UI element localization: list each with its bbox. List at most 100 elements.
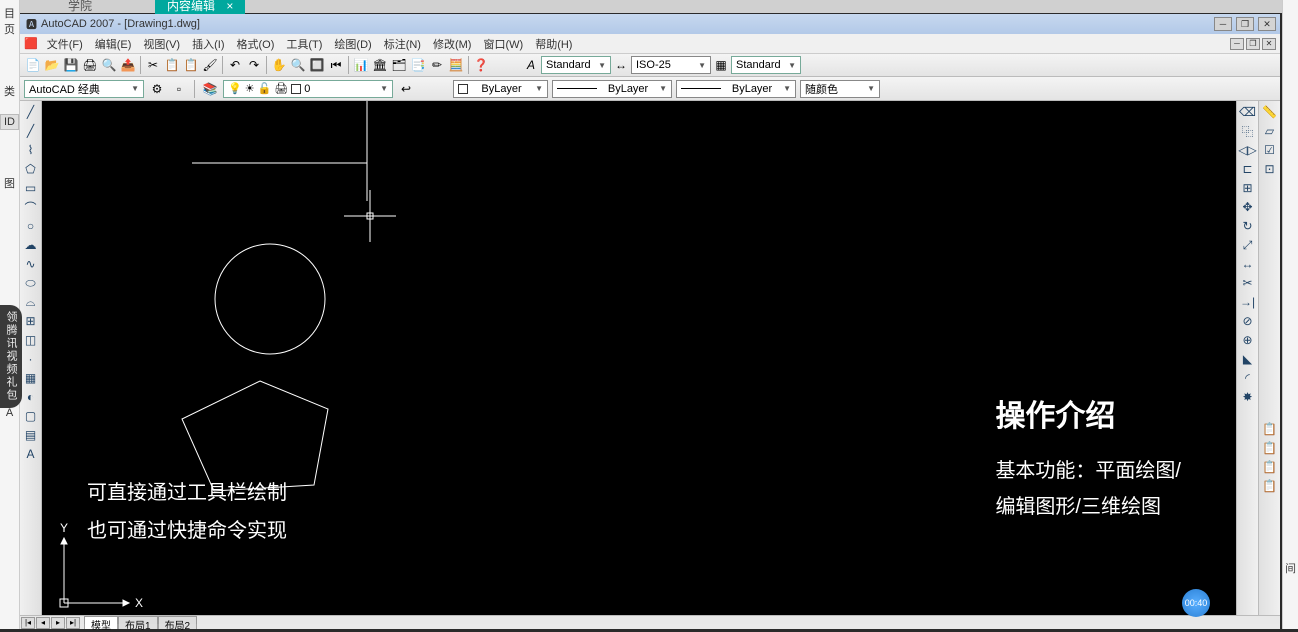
area-icon[interactable]: ▱: [1261, 122, 1279, 140]
fillet-icon[interactable]: ◜: [1239, 369, 1257, 387]
toolbar-btn-icon[interactable]: ▫: [170, 80, 188, 98]
menu-draw[interactable]: 绘图(D): [329, 35, 376, 53]
preview-icon[interactable]: 🔍: [100, 56, 118, 74]
drawing-canvas[interactable]: X Y 可直接通过工具栏绘制 也可通过快捷命令实现 操作介绍 基本功能：平面绘图…: [42, 101, 1236, 615]
copy-icon[interactable]: 📋: [163, 56, 181, 74]
zoom-win-icon[interactable]: 🔲: [308, 56, 326, 74]
redo-icon[interactable]: ↷: [245, 56, 263, 74]
polygon-icon[interactable]: ⬠: [22, 160, 40, 178]
window-close-button[interactable]: ✕: [1258, 17, 1276, 31]
menu-format[interactable]: 格式(O): [231, 35, 279, 53]
tencent-promo-badge[interactable]: 领腾讯视频礼包: [0, 305, 22, 408]
paste-clip-icon[interactable]: 📋: [1261, 458, 1279, 476]
arc-icon[interactable]: ⌒: [22, 198, 40, 216]
textstyle-combo[interactable]: Standard ▼: [541, 56, 611, 74]
insert-block-icon[interactable]: ⊞: [22, 312, 40, 330]
polyline-icon[interactable]: ⌇: [22, 141, 40, 159]
window-restore-button[interactable]: ❐: [1236, 17, 1254, 31]
doc-minimize-button[interactable]: ─: [1230, 38, 1244, 50]
rectangle-icon[interactable]: ▭: [22, 179, 40, 197]
menu-insert[interactable]: 插入(I): [187, 35, 229, 53]
xline-icon[interactable]: ╱: [22, 122, 40, 140]
zoom-prev-icon[interactable]: ⏮: [327, 56, 345, 74]
revcloud-icon[interactable]: ☁: [22, 236, 40, 254]
gradient-icon[interactable]: ◐: [22, 388, 40, 406]
workspace-combo[interactable]: AutoCAD 经典 ▼: [24, 80, 144, 98]
menu-modify[interactable]: 修改(M): [428, 35, 477, 53]
trim-icon[interactable]: ✂: [1239, 274, 1257, 292]
matchprop-icon[interactable]: 🖌: [201, 56, 219, 74]
outer-left-item[interactable]: ID: [0, 114, 19, 130]
move-icon[interactable]: ✥: [1239, 198, 1257, 216]
markup-icon[interactable]: ✏: [428, 56, 446, 74]
doc-restore-button[interactable]: ❐: [1246, 38, 1260, 50]
sheetset-icon[interactable]: 📑: [409, 56, 427, 74]
extend-icon[interactable]: →|: [1239, 293, 1257, 311]
circle-icon[interactable]: ○: [22, 217, 40, 235]
menu-help[interactable]: 帮助(H): [530, 35, 577, 53]
chamfer-icon[interactable]: ◣: [1239, 350, 1257, 368]
new-icon[interactable]: 📄: [24, 56, 42, 74]
menu-window[interactable]: 窗口(W): [478, 35, 528, 53]
open-icon[interactable]: 📂: [43, 56, 61, 74]
dimstyle-icon[interactable]: ↔: [612, 56, 630, 74]
hatch-icon[interactable]: ▦: [22, 369, 40, 387]
outer-left-item[interactable]: 类: [0, 82, 19, 100]
point-icon[interactable]: ·: [22, 350, 40, 368]
outer-left-item[interactable]: A: [0, 406, 19, 420]
textstyle-icon[interactable]: A: [522, 56, 540, 74]
region-icon[interactable]: ▢: [22, 407, 40, 425]
linetype-combo[interactable]: ByLayer ▼: [552, 80, 672, 98]
properties-icon[interactable]: 📊: [352, 56, 370, 74]
print-icon[interactable]: 🖨: [81, 56, 99, 74]
explode-icon[interactable]: ✸: [1239, 388, 1257, 406]
copy-clip-icon[interactable]: 📋: [1261, 420, 1279, 438]
plotstyle-combo[interactable]: 随颜色 ▼: [800, 80, 880, 98]
tablestyle-combo[interactable]: Standard ▼: [731, 56, 801, 74]
menu-file[interactable]: 文件(F): [42, 35, 88, 53]
copy-obj-icon[interactable]: ⿻: [1239, 122, 1257, 140]
menu-view[interactable]: 视图(V): [138, 35, 185, 53]
publish-icon[interactable]: 📤: [119, 56, 137, 74]
toolpalettes-icon[interactable]: 🗂: [390, 56, 408, 74]
copy-base-icon[interactable]: 📋: [1261, 439, 1279, 457]
ellipse-arc-icon[interactable]: ⌓: [22, 293, 40, 311]
calc-icon[interactable]: 🧮: [447, 56, 465, 74]
ellipse-icon[interactable]: ⬭: [22, 274, 40, 292]
color-combo[interactable]: ByLayer ▼: [453, 80, 548, 98]
window-minimize-button[interactable]: ─: [1214, 17, 1232, 31]
qselect-icon[interactable]: ☑: [1261, 141, 1279, 159]
array-icon[interactable]: ⊞: [1239, 179, 1257, 197]
layer-prev-icon[interactable]: ↩: [397, 80, 415, 98]
save-icon[interactable]: 💾: [62, 56, 80, 74]
lineweight-combo[interactable]: ByLayer ▼: [676, 80, 796, 98]
stretch-icon[interactable]: ↔: [1239, 255, 1257, 273]
erase-icon[interactable]: ⌫: [1239, 103, 1257, 121]
table-icon[interactable]: ▤: [22, 426, 40, 444]
join-icon[interactable]: ⊕: [1239, 331, 1257, 349]
tablestyle-icon[interactable]: ▦: [712, 56, 730, 74]
doc-close-button[interactable]: ✕: [1262, 38, 1276, 50]
browser-tab-close-icon[interactable]: ×: [226, 0, 233, 13]
help-icon[interactable]: ❓: [472, 56, 490, 74]
spline-icon[interactable]: ∿: [22, 255, 40, 273]
menu-edit[interactable]: 编辑(E): [90, 35, 137, 53]
break-icon[interactable]: ⊘: [1239, 312, 1257, 330]
outer-left-item[interactable]: 图: [0, 174, 19, 192]
menu-dimension[interactable]: 标注(N): [379, 35, 426, 53]
mirror-icon[interactable]: ◁▷: [1239, 141, 1257, 159]
dimstyle-combo[interactable]: ISO-25 ▼: [631, 56, 711, 74]
scale-icon[interactable]: ⤢: [1239, 236, 1257, 254]
player-time-badge[interactable]: 00:40: [1182, 589, 1210, 617]
dist-icon[interactable]: 📏: [1261, 103, 1279, 121]
player-progress-bar[interactable]: [20, 624, 1280, 629]
cut-icon[interactable]: ✂: [144, 56, 162, 74]
paste-block-icon[interactable]: 📋: [1261, 477, 1279, 495]
workspace-settings-icon[interactable]: ⚙: [148, 80, 166, 98]
layer-manager-icon[interactable]: 📚: [201, 80, 219, 98]
tb-btn-icon[interactable]: ⊡: [1261, 160, 1279, 178]
rotate-icon[interactable]: ↻: [1239, 217, 1257, 235]
line-icon[interactable]: ╱: [22, 103, 40, 121]
paste-icon[interactable]: 📋: [182, 56, 200, 74]
offset-icon[interactable]: ⊏: [1239, 160, 1257, 178]
